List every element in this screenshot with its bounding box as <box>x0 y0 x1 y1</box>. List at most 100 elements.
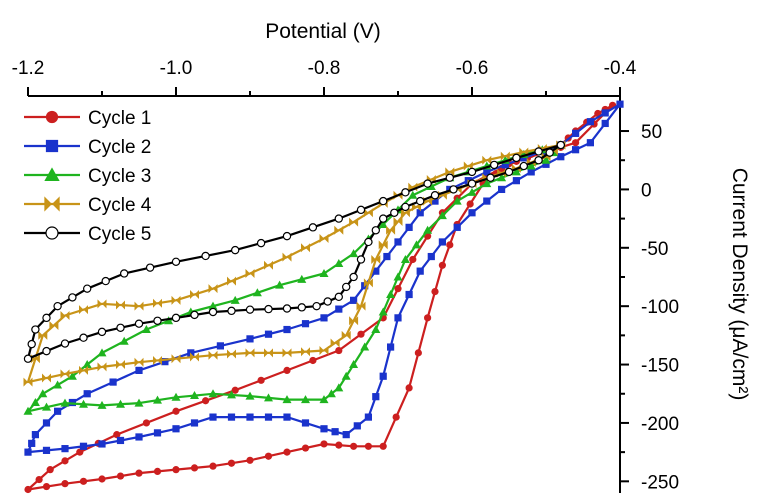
data-point <box>482 179 492 188</box>
data-point <box>482 155 492 165</box>
data-point <box>334 292 343 302</box>
x-tick-label: -1.0 <box>160 58 193 79</box>
data-point <box>116 472 125 480</box>
data-point <box>61 445 69 453</box>
data-point <box>319 346 329 356</box>
data-point <box>42 446 51 454</box>
data-point <box>416 209 424 217</box>
data-point <box>379 442 387 450</box>
data-point <box>416 267 424 275</box>
legend-label: Cycle 1 <box>88 108 151 129</box>
data-point <box>201 251 210 261</box>
data-point <box>264 348 273 358</box>
data-point <box>23 406 33 415</box>
data-point <box>356 301 366 311</box>
data-point <box>379 196 388 206</box>
data-point <box>208 389 218 398</box>
legend-label: Cycle 5 <box>88 224 151 245</box>
data-point <box>498 185 506 194</box>
data-point <box>341 330 351 340</box>
data-point <box>466 200 474 208</box>
data-point <box>116 360 125 370</box>
legend: Cycle 1 Cycle 2 Cycle 3 Cycle 4 Cycle 5 <box>24 108 152 245</box>
data-point <box>208 301 218 310</box>
y-axis-title: Current Density (μA/cm²) <box>728 168 751 401</box>
data-point <box>38 330 48 340</box>
data-point <box>282 348 292 358</box>
data-point <box>116 323 125 332</box>
data-point <box>430 191 440 200</box>
data-point <box>153 429 162 437</box>
data-point <box>371 254 381 264</box>
data-point <box>31 431 39 439</box>
data-point <box>79 477 88 485</box>
y-tick-label: -100 <box>641 297 679 318</box>
data-point <box>98 440 106 448</box>
data-point <box>467 187 477 196</box>
data-point <box>42 313 51 323</box>
data-point <box>364 442 372 450</box>
data-point <box>363 278 373 288</box>
data-point <box>371 325 381 334</box>
data-point <box>390 208 399 217</box>
data-point <box>490 160 499 170</box>
data-point <box>227 459 236 467</box>
data-point <box>401 202 410 212</box>
y-tick-label: -150 <box>641 356 679 377</box>
data-point <box>172 425 180 433</box>
data-point <box>353 422 361 430</box>
data-point <box>372 393 380 401</box>
data-point <box>423 179 432 188</box>
data-point <box>246 456 254 464</box>
data-point <box>113 431 121 439</box>
data-point <box>190 464 199 472</box>
legend-item: Cycle 5 <box>24 224 151 245</box>
data-point <box>334 214 343 223</box>
data-point <box>426 181 436 190</box>
legend-item: Cycle 1 <box>24 108 151 129</box>
data-point <box>335 305 343 313</box>
data-point <box>171 313 181 323</box>
data-point <box>282 304 292 313</box>
data-point <box>283 325 291 334</box>
data-point <box>519 161 529 171</box>
legend-item: Cycle 2 <box>24 137 151 158</box>
legend-marker <box>45 110 59 124</box>
data-point <box>301 444 310 452</box>
legend-marker <box>44 196 60 212</box>
data-point <box>350 296 358 304</box>
data-point <box>264 452 273 460</box>
data-point <box>38 389 48 398</box>
data-point <box>97 299 107 309</box>
data-point <box>534 156 543 165</box>
data-point <box>449 185 458 194</box>
data-point <box>153 395 162 404</box>
y-tick-label: -200 <box>641 414 679 435</box>
data-point <box>153 467 162 475</box>
data-point <box>24 448 32 456</box>
data-point <box>527 168 535 176</box>
data-point <box>357 330 365 338</box>
x-tick-label: -0.4 <box>604 58 637 79</box>
data-point <box>190 419 199 427</box>
data-point <box>231 386 239 394</box>
data-point <box>153 298 162 308</box>
data-point <box>349 217 359 227</box>
data-point <box>468 209 476 217</box>
data-point <box>445 167 455 177</box>
series-cycle-3 <box>23 140 566 415</box>
data-point <box>283 366 291 374</box>
data-point <box>379 214 388 223</box>
data-point <box>116 300 125 310</box>
data-point <box>301 395 310 404</box>
data-point <box>60 311 70 321</box>
data-point <box>500 151 510 161</box>
y-tick-label: 0 <box>641 180 652 201</box>
legend-item: Cycle 4 <box>24 195 152 216</box>
data-point <box>301 347 310 357</box>
data-point <box>60 369 70 379</box>
data-point <box>320 440 328 448</box>
data-point <box>79 399 88 408</box>
data-point <box>572 129 580 137</box>
